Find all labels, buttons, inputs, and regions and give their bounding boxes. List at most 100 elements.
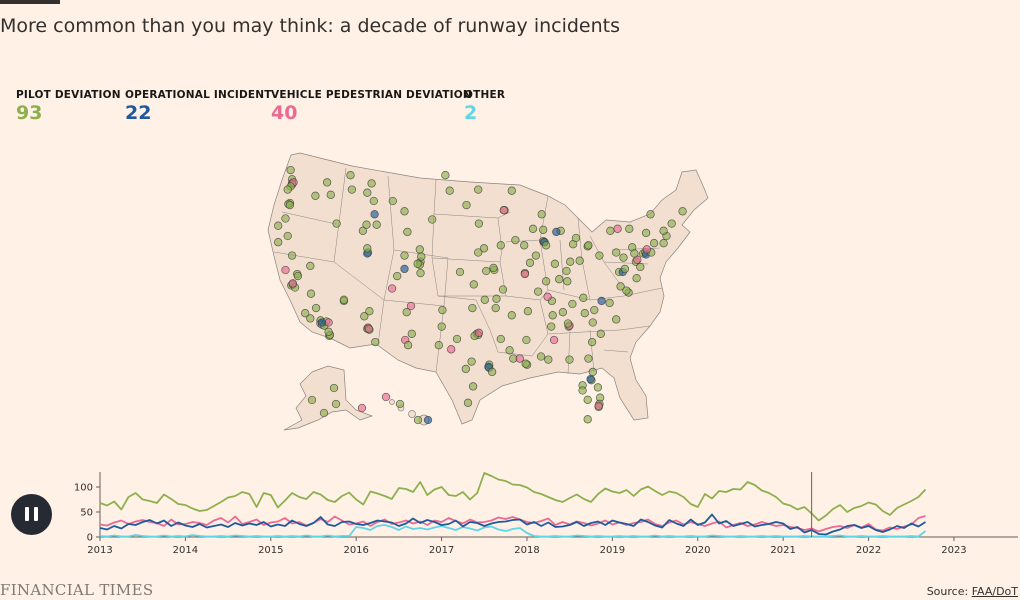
incident-marker — [642, 245, 651, 254]
incident-marker — [491, 303, 500, 313]
incident-marker — [402, 308, 411, 317]
incident-marker — [474, 185, 483, 194]
incident-marker — [285, 200, 295, 210]
incident-marker — [326, 190, 335, 199]
legend-count: 40 — [271, 102, 298, 124]
incident-marker — [434, 341, 443, 350]
incident-marker — [479, 244, 489, 253]
us-incident-map — [267, 152, 709, 431]
incident-marker — [612, 248, 621, 257]
incident-marker — [286, 165, 295, 175]
incident-marker — [537, 210, 546, 219]
y-tick-label: 50 — [80, 508, 93, 519]
state-border — [505, 295, 549, 357]
incident-marker — [543, 292, 552, 301]
incident-marker — [474, 328, 484, 337]
chart-title: More common than you may think: a decade… — [0, 15, 621, 37]
incident-marker — [613, 224, 622, 233]
incident-marker — [395, 399, 405, 409]
incident-marker — [496, 241, 505, 250]
incident-marker — [387, 284, 397, 293]
incident-marker — [413, 415, 423, 425]
x-tick-label: 2023 — [941, 545, 966, 556]
incident-marker — [407, 329, 416, 338]
x-tick-label: 2016 — [343, 545, 368, 556]
incident-marker — [593, 383, 603, 392]
source-link[interactable]: FAA/DoT — [971, 585, 1018, 598]
incident-marker — [562, 266, 571, 276]
incident-marker — [550, 259, 560, 268]
incident-marker — [552, 227, 561, 237]
incident-marker — [544, 355, 553, 364]
incident-timeline-chart: 0 50 100 2013 2014 2015 2016 2017 2018 2019 2020 20… — [74, 472, 1018, 556]
incident-marker — [588, 367, 597, 377]
incident-marker — [496, 334, 505, 344]
incident-marker — [301, 309, 310, 318]
state-border — [497, 217, 503, 263]
incident-marker — [417, 252, 426, 261]
incident-marker — [463, 398, 473, 407]
y-tick-label: 100 — [74, 483, 93, 494]
incident-marker — [525, 258, 535, 267]
incident-marker — [630, 249, 639, 258]
incident-marker — [659, 226, 668, 235]
incident-marker — [520, 269, 530, 279]
incident-marker — [469, 280, 478, 289]
legend-count: 22 — [125, 102, 152, 124]
incident-marker — [461, 364, 470, 374]
incident-marker — [372, 220, 381, 229]
legend-item-other: OTHER 2 — [464, 89, 505, 124]
incident-marker — [288, 279, 297, 288]
legend-label: PILOT DEVIATION — [16, 89, 121, 101]
source-note: Source: FAA/DoT — [927, 585, 1018, 598]
incident-marker — [616, 282, 625, 291]
incident-marker — [468, 382, 478, 391]
incident-marker — [541, 277, 551, 286]
incident-marker — [596, 329, 605, 338]
incident-marker — [362, 220, 371, 229]
incident-marker — [586, 374, 595, 384]
pause-button[interactable] — [11, 494, 52, 535]
incident-marker — [317, 318, 327, 327]
incident-marker — [400, 207, 409, 216]
incident-marker — [632, 274, 641, 283]
hawaii-island — [389, 399, 395, 405]
legend-item-vehicle-pedestrian-deviation: VEHICLE PEDESTRIAN DEVIATION 40 — [271, 89, 472, 124]
incident-marker — [523, 307, 533, 316]
state-border — [281, 211, 337, 225]
incident-marker — [579, 293, 588, 302]
incident-marker — [667, 219, 676, 228]
series-line-p — [99, 472, 927, 522]
incident-marker — [416, 268, 425, 278]
incident-marker — [505, 346, 514, 355]
incident-marker — [445, 186, 454, 195]
incident-marker — [498, 285, 508, 294]
incident-marker — [363, 188, 372, 197]
legend-item-operational-incident: OPERATIONAL INCIDENT 22 — [125, 89, 272, 124]
incident-marker — [357, 403, 367, 413]
incident-marker — [583, 415, 592, 424]
incident-marker — [531, 251, 541, 260]
incident-marker — [646, 210, 655, 219]
incident-marker — [403, 341, 413, 350]
incident-marker — [521, 359, 530, 368]
x-tick-label: 2019 — [600, 545, 625, 556]
legend-label: VEHICLE PEDESTRIAN DEVIATION — [271, 89, 472, 101]
incident-marker — [474, 248, 483, 257]
incident-marker — [322, 178, 332, 187]
pause-icon — [25, 507, 29, 521]
incident-marker — [541, 241, 551, 250]
incident-marker — [403, 227, 412, 237]
incident-marker — [641, 228, 651, 238]
x-tick-label: 2013 — [87, 545, 112, 556]
state-border — [611, 247, 661, 251]
incident-marker — [360, 312, 369, 321]
incident-marker — [620, 264, 630, 274]
incident-marker — [507, 311, 516, 320]
state-border — [567, 331, 571, 375]
incident-marker — [584, 241, 593, 250]
incident-marker — [678, 207, 687, 216]
incident-marker — [468, 303, 477, 313]
incident-marker — [580, 309, 589, 318]
incident-marker — [499, 206, 508, 215]
